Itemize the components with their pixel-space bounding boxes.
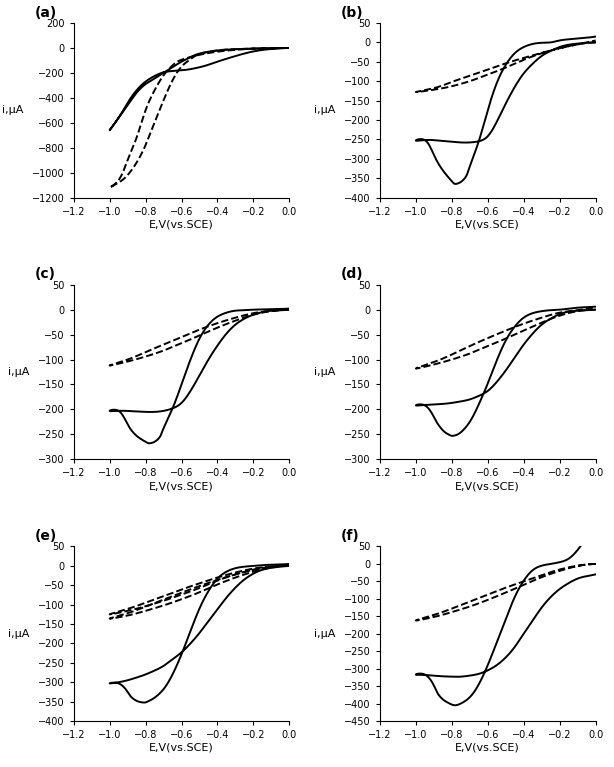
Y-axis label: i,μA: i,μA — [314, 629, 335, 639]
X-axis label: E,V(vs.SCE): E,V(vs.SCE) — [149, 219, 214, 229]
X-axis label: E,V(vs.SCE): E,V(vs.SCE) — [456, 742, 520, 752]
Text: (e): (e) — [35, 529, 57, 543]
Text: (d): (d) — [341, 267, 363, 281]
Y-axis label: i,μA: i,μA — [314, 105, 335, 115]
X-axis label: E,V(vs.SCE): E,V(vs.SCE) — [149, 481, 214, 491]
Text: (b): (b) — [341, 5, 363, 19]
X-axis label: E,V(vs.SCE): E,V(vs.SCE) — [149, 742, 214, 752]
Y-axis label: i,μA: i,μA — [8, 629, 29, 639]
X-axis label: E,V(vs.SCE): E,V(vs.SCE) — [456, 219, 520, 229]
Y-axis label: i,μA: i,μA — [8, 367, 29, 377]
Text: (a): (a) — [35, 5, 57, 19]
Text: (c): (c) — [35, 267, 56, 281]
Y-axis label: i,μA: i,μA — [2, 105, 23, 115]
Text: (f): (f) — [341, 529, 360, 543]
X-axis label: E,V(vs.SCE): E,V(vs.SCE) — [456, 481, 520, 491]
Y-axis label: i,μA: i,μA — [314, 367, 335, 377]
